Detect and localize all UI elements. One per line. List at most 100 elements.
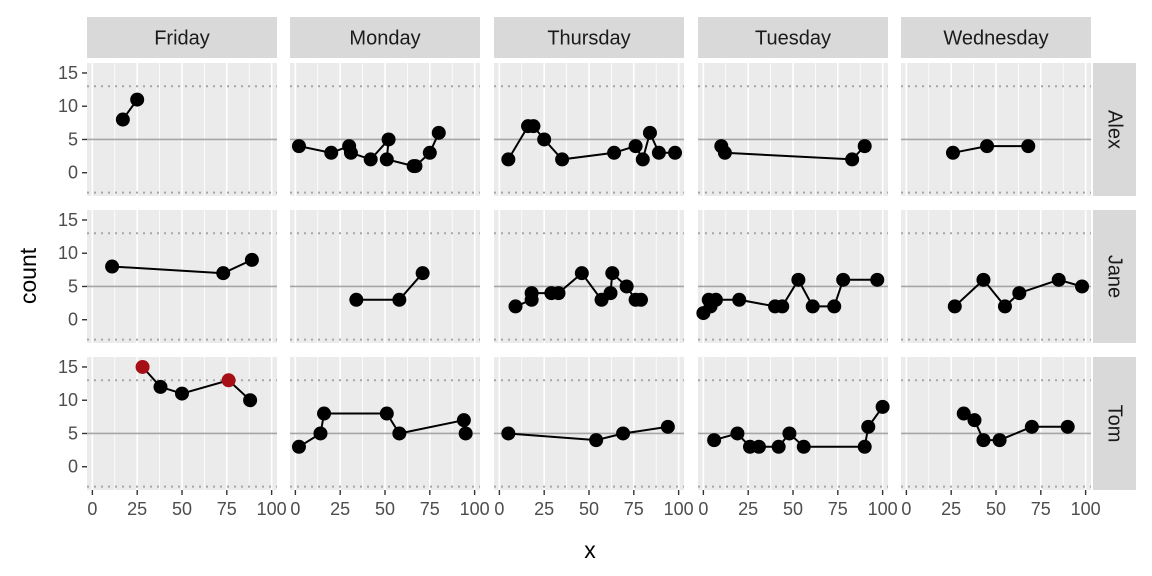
data-point (1012, 286, 1027, 301)
column-strip-background (290, 17, 480, 58)
x-tick-label: 100 (664, 499, 694, 519)
data-point (291, 139, 306, 154)
highlight-point (221, 373, 236, 388)
data-point (796, 439, 811, 454)
x-tick-label: 50 (172, 499, 192, 519)
y-tick-label: 10 (58, 96, 78, 116)
data-point (501, 152, 516, 167)
y-tick-label: 0 (68, 457, 78, 477)
data-point (216, 266, 231, 281)
row-strip-label: Alex (1104, 110, 1126, 149)
panel-wednesday-alex (901, 63, 1091, 196)
panel-tuesday-jane (696, 210, 888, 343)
data-point (992, 433, 1007, 448)
data-point (317, 406, 332, 421)
data-point (635, 152, 650, 167)
data-point (408, 159, 423, 174)
data-point (574, 266, 589, 281)
series-line (713, 406, 884, 448)
data-point (836, 272, 851, 287)
row-strip-background (1093, 357, 1136, 490)
column-strip-label: Friday (154, 28, 210, 50)
column-strip-background (87, 17, 277, 58)
column-strip-background (494, 17, 684, 58)
data-point (875, 399, 890, 414)
data-point (524, 286, 539, 301)
x-tick-label: 0 (901, 499, 911, 519)
y-tick-label: 10 (58, 243, 78, 263)
data-point (997, 299, 1012, 314)
data-point (605, 266, 620, 281)
data-point (956, 406, 971, 421)
data-point (660, 419, 675, 434)
data-point (845, 152, 860, 167)
data-point (501, 426, 516, 441)
data-point (526, 119, 541, 134)
data-point (980, 139, 995, 154)
x-tick-label: 100 (257, 499, 287, 519)
x-axis-title: x (584, 537, 596, 563)
data-point (381, 132, 396, 147)
panel-thursday-tom (494, 357, 684, 490)
x-tick-label: 75 (828, 499, 848, 519)
data-point (805, 299, 820, 314)
panel-monday-alex (290, 63, 480, 196)
data-point (1060, 419, 1075, 434)
x-tick-label: 0 (494, 499, 504, 519)
panel-tuesday-tom (698, 357, 890, 490)
row-strip-background (1093, 210, 1136, 343)
y-tick-label: 5 (68, 276, 78, 296)
data-point (857, 439, 872, 454)
data-point (616, 426, 631, 441)
column-strip-background (698, 17, 888, 58)
data-point (717, 145, 732, 160)
y-tick-label: 10 (58, 390, 78, 410)
data-point (1075, 279, 1090, 294)
data-point (730, 426, 745, 441)
x-tick-label: 0 (698, 499, 708, 519)
data-point (379, 406, 394, 421)
data-point (651, 145, 666, 160)
column-strip-background (901, 17, 1091, 58)
data-point (392, 426, 407, 441)
data-point (775, 299, 790, 314)
row-strip-background (1093, 63, 1136, 196)
row-strip-label: Tom (1104, 405, 1126, 443)
data-point (363, 152, 378, 167)
y-tick-label: 15 (58, 63, 78, 83)
x-tick-label: 75 (217, 499, 237, 519)
data-point (243, 393, 258, 408)
panel-thursday-jane (494, 210, 684, 343)
panel-thursday-alex (494, 63, 684, 196)
data-point (343, 145, 358, 160)
x-tick-label: 0 (87, 499, 97, 519)
data-point (857, 139, 872, 154)
x-tick-label: 0 (290, 499, 300, 519)
data-point (708, 292, 723, 307)
data-point (1024, 419, 1039, 434)
x-tick-label: 100 (460, 499, 490, 519)
data-point (782, 426, 797, 441)
data-point (771, 439, 786, 454)
data-point (628, 139, 643, 154)
facet-strips: Friday Monday Thursday Tuesday Wednesday Alex… (87, 17, 1136, 490)
data-point (603, 286, 618, 301)
data-point (244, 252, 259, 267)
data-point (555, 152, 570, 167)
data-point (349, 292, 364, 307)
data-point (130, 92, 145, 107)
facet-panels (87, 63, 1091, 490)
y-tick-label: 5 (68, 129, 78, 149)
data-point (115, 112, 130, 127)
data-point (607, 145, 622, 160)
data-point (642, 125, 657, 140)
data-point (422, 145, 437, 160)
data-point (870, 272, 885, 287)
data-point (392, 292, 407, 307)
data-point (1051, 272, 1066, 287)
data-point (175, 386, 189, 401)
row-strip-label: Jane (1104, 255, 1126, 298)
column-strip-label: Wednesday (943, 28, 1048, 50)
